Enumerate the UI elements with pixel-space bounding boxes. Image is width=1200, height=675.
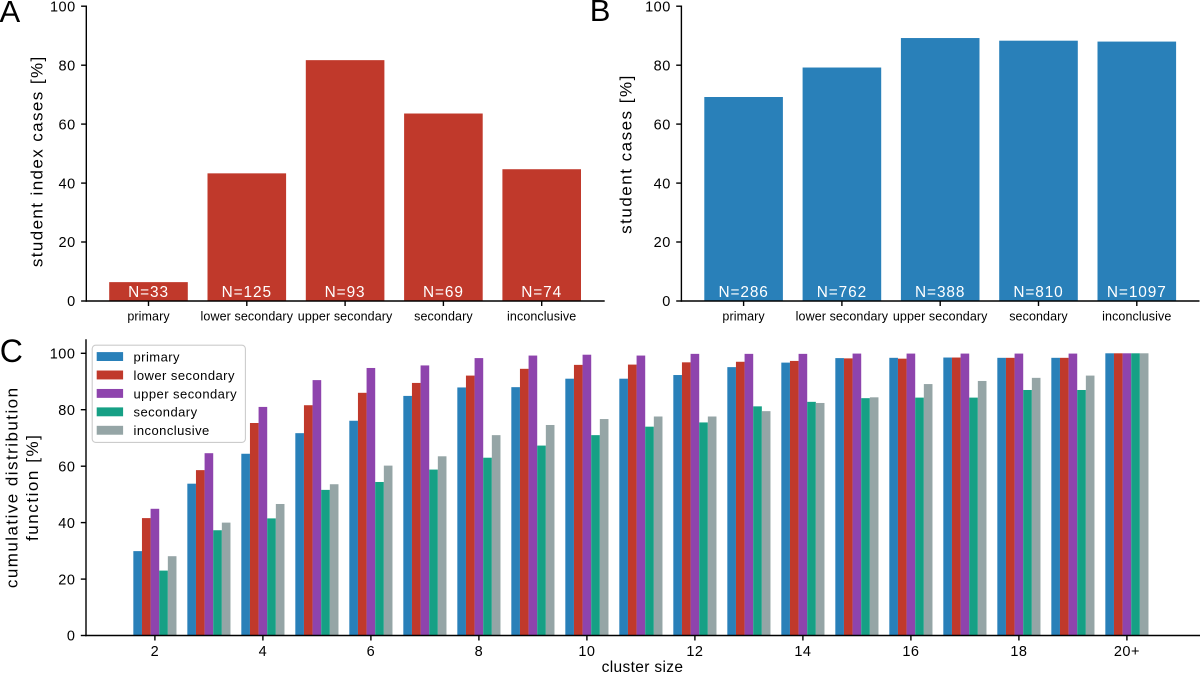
svg-text:40: 40 bbox=[59, 176, 76, 192]
svg-text:lower secondary: lower secondary bbox=[201, 309, 294, 323]
svg-text:14: 14 bbox=[794, 644, 811, 660]
svg-text:18: 18 bbox=[1010, 644, 1027, 660]
svg-text:cumulative distribution: cumulative distribution bbox=[3, 387, 22, 589]
svg-text:60: 60 bbox=[59, 117, 76, 133]
svg-text:N=810: N=810 bbox=[1013, 284, 1063, 301]
svg-text:100: 100 bbox=[50, 0, 76, 15]
svg-text:primary: primary bbox=[722, 309, 765, 323]
svg-text:student cases [%]: student cases [%] bbox=[616, 74, 635, 234]
svg-text:inconclusive: inconclusive bbox=[507, 309, 576, 323]
svg-text:upper secondary: upper secondary bbox=[134, 386, 238, 401]
svg-text:0: 0 bbox=[67, 629, 76, 645]
svg-text:10: 10 bbox=[578, 644, 595, 660]
svg-text:6: 6 bbox=[367, 644, 376, 660]
svg-text:20: 20 bbox=[58, 572, 75, 588]
svg-text:N=33: N=33 bbox=[128, 284, 169, 301]
svg-text:N=762: N=762 bbox=[817, 284, 867, 301]
svg-text:primary: primary bbox=[127, 309, 170, 323]
svg-text:20: 20 bbox=[59, 235, 76, 251]
svg-text:12: 12 bbox=[686, 644, 703, 660]
svg-text:0: 0 bbox=[67, 294, 76, 310]
svg-text:N=74: N=74 bbox=[521, 284, 562, 301]
svg-text:16: 16 bbox=[902, 644, 919, 660]
svg-text:2: 2 bbox=[151, 644, 160, 660]
svg-text:N=286: N=286 bbox=[718, 284, 768, 301]
svg-text:lower secondary: lower secondary bbox=[134, 368, 235, 383]
svg-text:B: B bbox=[590, 0, 611, 28]
svg-text:100: 100 bbox=[50, 347, 76, 363]
svg-text:primary: primary bbox=[134, 349, 181, 364]
svg-text:80: 80 bbox=[58, 403, 75, 419]
svg-text:60: 60 bbox=[654, 117, 671, 133]
svg-text:4: 4 bbox=[259, 644, 268, 660]
svg-text:40: 40 bbox=[58, 516, 75, 532]
svg-text:A: A bbox=[0, 0, 21, 29]
svg-text:0: 0 bbox=[662, 294, 671, 310]
svg-text:upper secondary: upper secondary bbox=[298, 309, 393, 323]
svg-text:N=388: N=388 bbox=[915, 284, 965, 301]
svg-text:8: 8 bbox=[475, 644, 484, 660]
svg-text:secondary: secondary bbox=[414, 309, 473, 323]
svg-text:80: 80 bbox=[654, 58, 671, 74]
svg-text:secondary: secondary bbox=[1009, 309, 1068, 323]
svg-text:cluster size: cluster size bbox=[602, 659, 684, 675]
svg-text:80: 80 bbox=[59, 58, 76, 74]
svg-text:40: 40 bbox=[654, 176, 671, 192]
svg-text:N=125: N=125 bbox=[222, 284, 272, 301]
svg-text:student index cases [%]: student index cases [%] bbox=[27, 55, 46, 267]
svg-text:secondary: secondary bbox=[134, 405, 198, 420]
svg-text:upper secondary: upper secondary bbox=[893, 309, 988, 323]
svg-text:inconclusive: inconclusive bbox=[134, 423, 210, 438]
svg-text:function [%]: function [%] bbox=[23, 434, 42, 541]
svg-text:100: 100 bbox=[645, 0, 671, 15]
svg-text:lower secondary: lower secondary bbox=[796, 309, 889, 323]
svg-text:N=93: N=93 bbox=[325, 284, 366, 301]
svg-text:60: 60 bbox=[58, 459, 75, 475]
svg-text:inconclusive: inconclusive bbox=[1102, 309, 1171, 323]
svg-text:20+: 20+ bbox=[1114, 644, 1140, 660]
svg-text:C: C bbox=[0, 333, 23, 369]
svg-text:N=1097: N=1097 bbox=[1107, 284, 1167, 301]
svg-text:20: 20 bbox=[654, 235, 671, 251]
svg-text:N=69: N=69 bbox=[423, 284, 464, 301]
